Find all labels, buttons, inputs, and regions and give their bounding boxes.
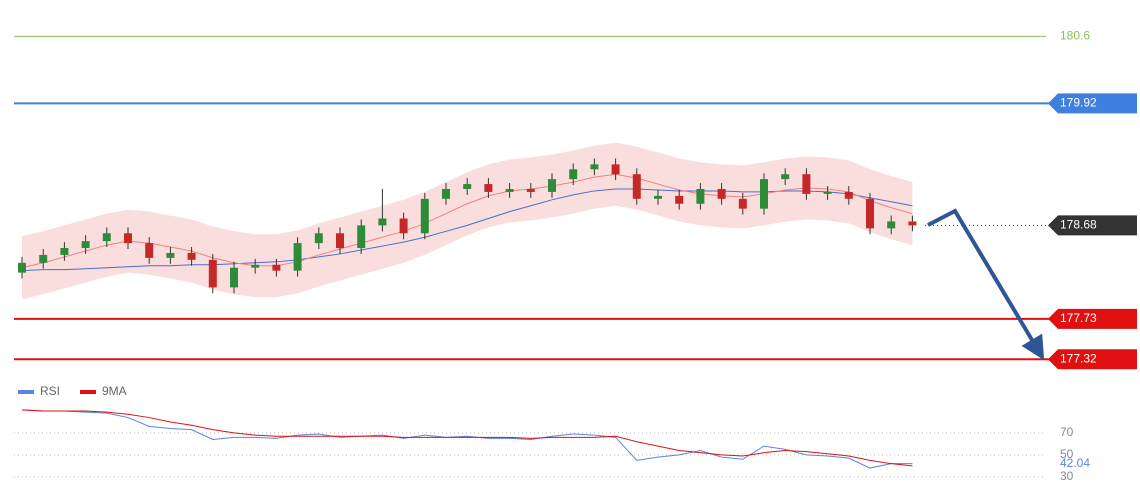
candle-body	[526, 188, 535, 192]
candle-body	[357, 225, 366, 249]
candle-body	[166, 252, 175, 258]
legend-label: RSI	[40, 384, 60, 398]
price-tag	[1048, 93, 1137, 114]
candle-body	[463, 184, 472, 189]
price-label: 178.68	[1060, 218, 1097, 232]
indicator-value: 42.04	[1060, 456, 1090, 470]
candle-body	[654, 195, 662, 199]
candle-body	[823, 191, 832, 194]
price-tag	[1048, 349, 1137, 370]
candle-body	[208, 259, 217, 288]
candle-body	[505, 188, 514, 192]
candle-body	[60, 248, 69, 255]
price-label: 177.32	[1060, 351, 1097, 365]
candle-body	[484, 184, 493, 192]
price-tag	[1048, 308, 1137, 329]
bollinger-band	[22, 142, 913, 300]
candle-body	[760, 179, 768, 209]
candle-body	[844, 191, 853, 199]
y-tick-label: 70	[1060, 425, 1074, 439]
candle-body	[39, 254, 48, 263]
legend-swatch	[80, 390, 96, 394]
candle-body	[738, 198, 747, 209]
candle-body	[272, 264, 281, 271]
plot-layer: 180.6 179.92 178.68 177.73 177.32 30 50 70 RSI 9M…	[14, 29, 1137, 483]
candle-body	[314, 233, 323, 244]
candle-body	[866, 198, 874, 229]
candle-body	[102, 233, 111, 242]
candle-body	[420, 198, 429, 234]
candle-body	[696, 188, 705, 204]
candle-body	[18, 262, 26, 273]
price-label: 180.6	[1060, 29, 1090, 43]
candle-body	[145, 243, 154, 258]
candle-body	[611, 164, 620, 175]
candle-body	[399, 218, 408, 234]
candle-body	[293, 243, 302, 271]
candle-body	[124, 233, 132, 244]
price-label: 179.92	[1060, 96, 1097, 110]
indicator-line	[21, 409, 913, 467]
price-label: 177.73	[1060, 311, 1097, 325]
candle-body	[887, 221, 896, 229]
candle-body	[81, 241, 90, 249]
candle-body	[569, 169, 578, 180]
legend-swatch	[18, 390, 34, 394]
candle-body	[675, 195, 684, 204]
forecast-arrow	[927, 208, 1045, 361]
candle-body	[251, 264, 260, 268]
y-tick-label: 30	[1060, 469, 1074, 483]
candle-body	[230, 267, 238, 288]
candle-body	[717, 188, 726, 199]
candle-body	[590, 164, 599, 170]
indicator-line	[21, 409, 913, 469]
y-tick-label: 50	[1060, 447, 1074, 461]
candle-body	[548, 179, 556, 192]
price-tag	[1048, 215, 1137, 236]
candle-body	[908, 221, 917, 226]
candle-body	[378, 218, 387, 226]
candle-body	[781, 174, 790, 180]
candle-body	[802, 174, 811, 194]
legend-label: 9MA	[102, 384, 127, 398]
candle-body	[187, 252, 196, 260]
candle-body	[336, 233, 344, 249]
candle-body	[632, 174, 641, 199]
candle-body	[442, 188, 450, 199]
